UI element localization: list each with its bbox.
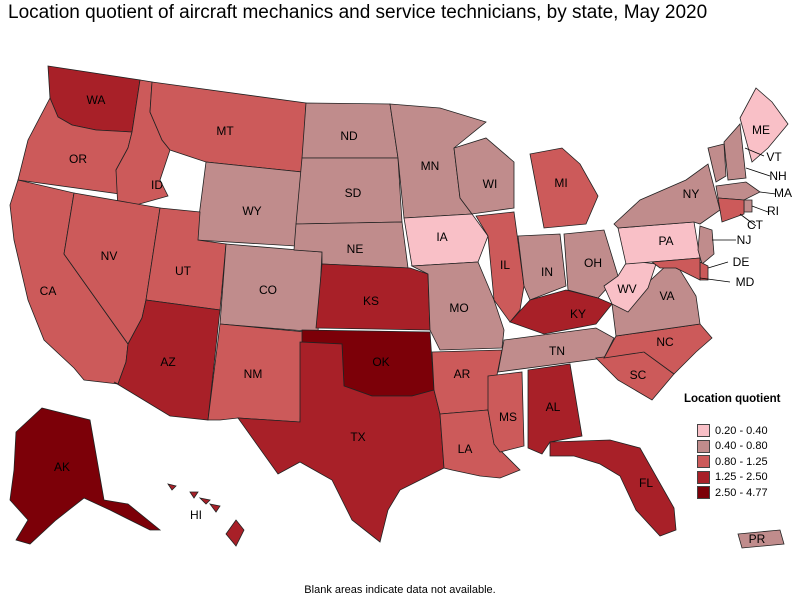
state-label-tn: TN [549, 344, 565, 358]
state-label-wv: WV [617, 282, 636, 296]
legend-swatch [697, 439, 710, 453]
state-label-nd: ND [340, 129, 358, 143]
state-vt [707, 143, 727, 183]
state-label-ok: OK [372, 355, 389, 369]
state-label-wy: WY [242, 204, 261, 218]
state-label-ri: RI [767, 204, 779, 218]
leader-line-de [707, 261, 729, 269]
state-label-md: MD [736, 275, 755, 289]
state-label-de: DE [733, 255, 750, 269]
leader-line-vt [744, 147, 765, 157]
state-ct [717, 197, 745, 223]
legend-swatch [697, 470, 710, 484]
state-label-il: IL [500, 258, 510, 272]
state-az [113, 299, 221, 421]
state-wi [453, 137, 515, 215]
state-ky [509, 289, 613, 335]
legend-label: 1.25 - 2.50 [715, 471, 768, 484]
state-label-wi: WI [483, 177, 498, 191]
state-nh [723, 123, 747, 181]
legend-item: 2.50 - 4.77 [684, 485, 780, 501]
state-label-nh: NH [769, 169, 786, 183]
state-label-nj: NJ [737, 233, 752, 247]
state-label-nv: NV [101, 249, 118, 263]
state-label-nm: NM [244, 367, 263, 381]
state-label-pa: PA [658, 234, 673, 248]
state-label-ne: NE [347, 242, 364, 256]
state-mi [529, 147, 599, 229]
state-label-wa: WA [87, 93, 106, 107]
state-label-oh: OH [584, 256, 602, 270]
legend: Location quotient 0.20 - 0.40 0.40 - 0.80… [684, 393, 780, 501]
state-tx [237, 341, 445, 543]
state-label-ia: IA [436, 230, 447, 244]
legend-item: 0.40 - 0.80 [684, 439, 780, 455]
state-label-ca: CA [40, 284, 57, 298]
state-label-la: LA [458, 442, 473, 456]
state-label-hi: HI [190, 508, 202, 522]
state-label-nc: NC [656, 335, 674, 349]
state-fl [549, 439, 677, 537]
leader-line-ri [751, 205, 769, 213]
state-label-sd: SD [345, 186, 362, 200]
state-label-in: IN [541, 265, 553, 279]
legend-item: 0.20 - 0.40 [684, 423, 780, 439]
state-label-ut: UT [175, 264, 192, 278]
legend-item: 0.80 - 1.25 [684, 454, 780, 470]
leader-line-md [699, 277, 731, 283]
leader-line-ma [759, 191, 777, 195]
state-ms [487, 371, 525, 453]
state-in [517, 233, 567, 301]
state-label-ny: NY [683, 187, 700, 201]
legend-item: 1.25 - 2.50 [684, 470, 780, 486]
state-label-mn: MN [421, 159, 440, 173]
state-pr [737, 529, 785, 549]
state-label-mt: MT [216, 124, 234, 138]
state-label-ky: KY [570, 307, 586, 321]
state-hi [167, 483, 245, 547]
legend-title: Location quotient [684, 393, 781, 405]
state-label-pr: PR [749, 532, 766, 546]
state-mo [410, 261, 505, 351]
state-label-co: CO [259, 283, 277, 297]
state-ak [9, 407, 162, 545]
state-label-az: AZ [160, 355, 175, 369]
leader-line-nh [745, 167, 771, 177]
state-label-vt: VT [766, 150, 782, 164]
legend-label: 2.50 - 4.77 [715, 486, 768, 499]
state-label-ak: AK [54, 460, 70, 474]
footnote: Blank areas indicate data not available. [304, 584, 496, 596]
state-label-or: OR [69, 152, 87, 166]
state-label-mo: MO [449, 301, 468, 315]
legend-label: 0.20 - 0.40 [715, 424, 768, 437]
state-label-ma: MA [774, 186, 792, 200]
legend-label: 0.40 - 0.80 [715, 440, 768, 453]
state-ia [403, 213, 489, 267]
state-label-va: VA [659, 289, 674, 303]
state-ma [715, 181, 761, 201]
legend-swatch [697, 455, 710, 469]
state-nj [697, 225, 715, 265]
legend-swatch [697, 486, 710, 500]
state-label-id: ID [151, 178, 163, 192]
legend-label: 0.80 - 1.25 [715, 455, 768, 468]
state-label-ms: MS [499, 410, 517, 424]
state-ri [743, 199, 753, 213]
state-label-mi: MI [554, 176, 567, 190]
state-label-me: ME [752, 123, 770, 137]
state-me [739, 87, 789, 163]
state-label-ks: KS [363, 294, 379, 308]
map-title: Location quotient of aircraft mechanics … [8, 2, 708, 23]
state-label-ar: AR [454, 367, 471, 381]
state-md [650, 257, 701, 281]
state-label-tx: TX [350, 430, 365, 444]
state-label-al: AL [546, 400, 561, 414]
state-de [699, 261, 709, 281]
legend-swatch [697, 424, 710, 438]
state-label-sc: SC [630, 368, 647, 382]
state-label-fl: FL [639, 476, 653, 490]
state-ny [613, 163, 721, 229]
leader-line-ct [739, 213, 757, 227]
